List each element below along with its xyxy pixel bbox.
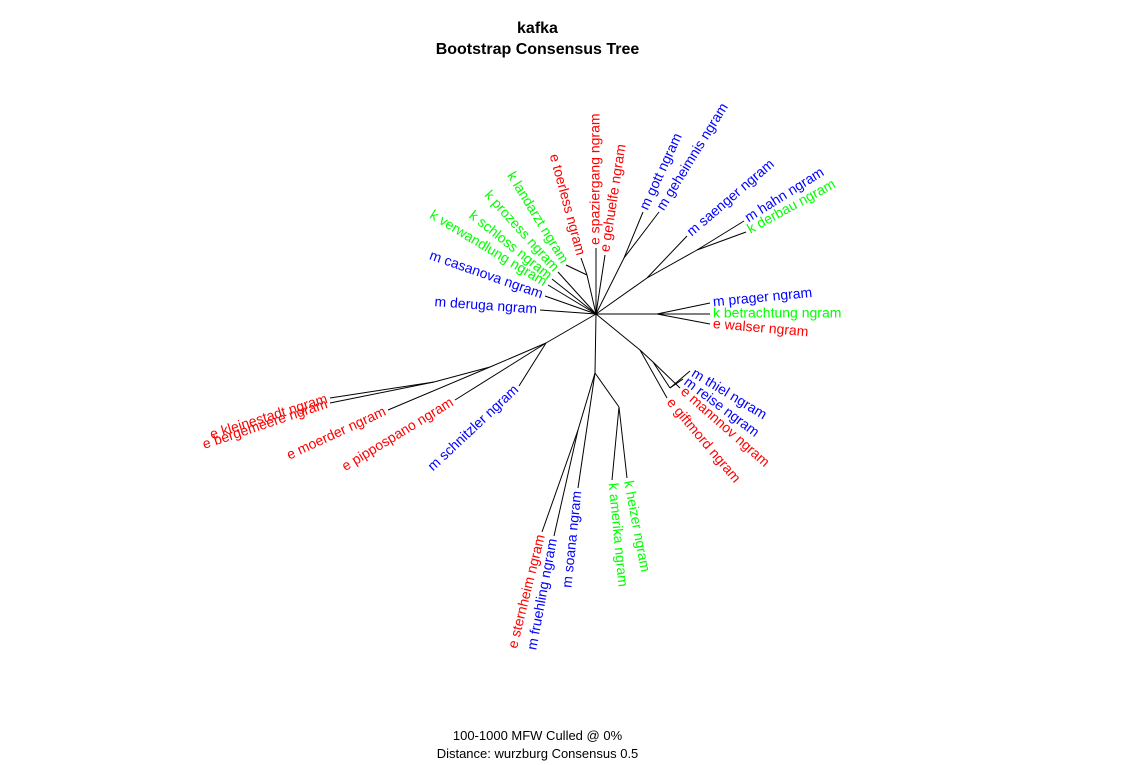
tree-edge [329, 381, 435, 404]
tree-edge [541, 429, 579, 533]
footer-line-1: 100-1000 MFW Culled @ 0% [452, 728, 623, 743]
tree-edge [594, 313, 597, 374]
tree-edges [329, 211, 747, 537]
tree-edge [595, 257, 625, 315]
tree-edge [595, 313, 641, 351]
tree-edge [646, 235, 688, 279]
leaf-label-m-deruga: m deruga ngram [434, 293, 538, 316]
tree-edge [639, 349, 654, 363]
tree-edge [577, 372, 596, 431]
tree-edge [577, 372, 596, 489]
tree-edge [580, 257, 588, 276]
tree-edge [594, 372, 620, 408]
chart-title: kafka Bootstrap Consensus Tree [0, 18, 1075, 60]
tree-edge [618, 406, 628, 479]
chart-footer: 100-1000 MFW Culled @ 0% Distance: wurzb… [0, 727, 1075, 763]
tree-edge [595, 254, 606, 315]
tree-edge [586, 274, 597, 315]
leaf-label-k-betrachtung: k betrachtung ngram [713, 305, 841, 321]
title-line-2: Bootstrap Consensus Tree [435, 41, 640, 58]
tree-edge [551, 278, 597, 315]
tree-edge [652, 361, 671, 389]
tree-edge [656, 313, 711, 325]
tree-edge [623, 211, 644, 259]
leaf-label-m-soana: m soana ngram [558, 490, 584, 588]
tree-edge [595, 277, 648, 315]
tree-edge [539, 309, 597, 315]
tree-edge [544, 295, 597, 315]
tree-edge [696, 231, 747, 251]
tree-edge [623, 211, 660, 259]
tree-edge [646, 249, 698, 279]
tree-edge [611, 406, 620, 481]
tree-edge [669, 370, 691, 389]
leaf-label-m-schnitzler: m schnitzler ngram [424, 381, 521, 473]
tree-edge [489, 342, 547, 368]
tree-edge [639, 349, 668, 399]
tree-edge [553, 429, 579, 537]
tree-edge [518, 342, 547, 387]
leaf-label-e-spaziergang: e spaziergang ngram [587, 113, 603, 245]
tree-edge [545, 313, 597, 344]
tree-edge [454, 342, 547, 401]
tree-edge [433, 366, 491, 383]
tree-edge [557, 271, 597, 315]
tree-edge [565, 264, 588, 276]
tree-edge [696, 220, 745, 251]
tree-edge [329, 381, 435, 399]
title-line-1: kafka [517, 20, 558, 37]
tree-edge [656, 302, 711, 315]
tree-edge [387, 366, 491, 411]
tree-edge [547, 284, 597, 315]
footer-line-2: Distance: wurzburg Consensus 0.5 [436, 746, 639, 761]
